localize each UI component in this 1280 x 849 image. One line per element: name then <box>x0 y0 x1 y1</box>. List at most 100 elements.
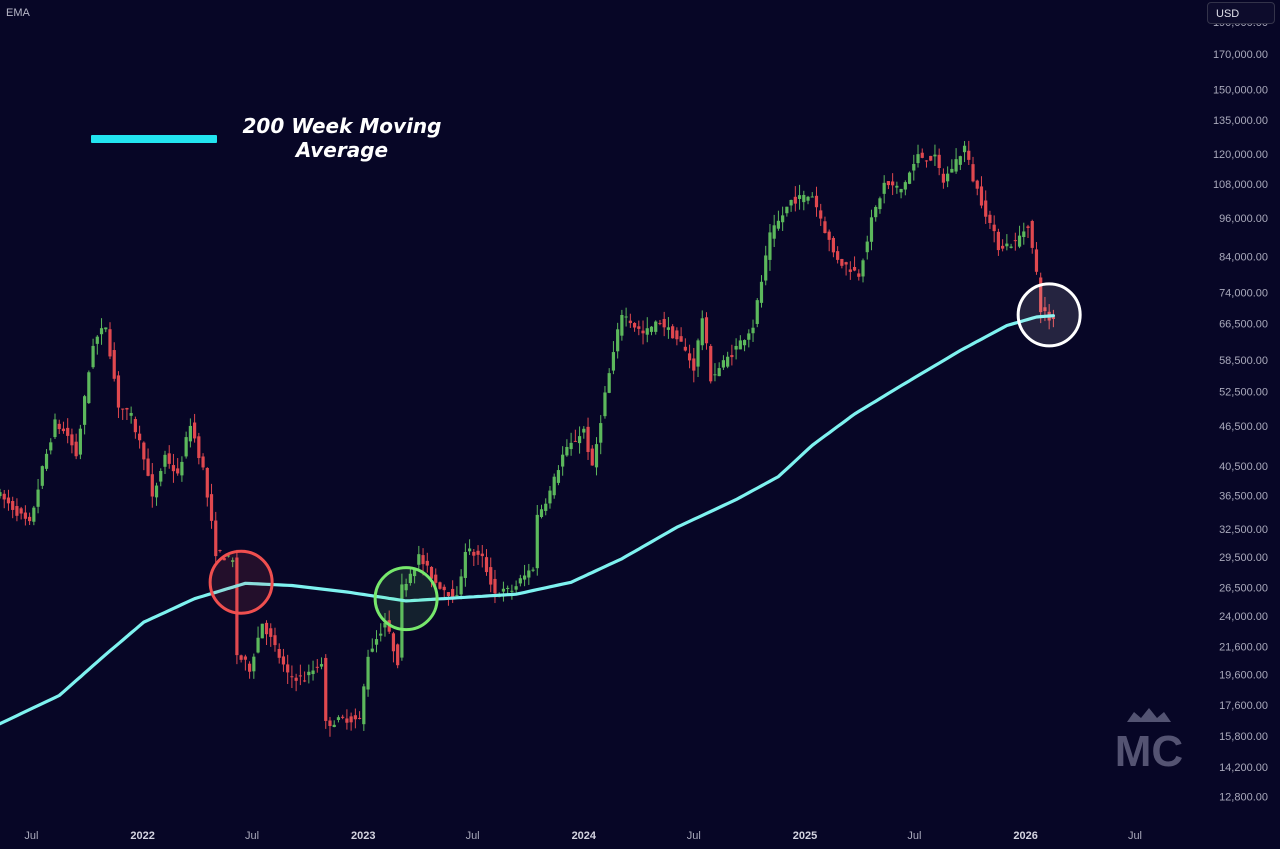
candle-body <box>95 336 99 344</box>
candle-body <box>163 454 167 467</box>
candle <box>903 180 907 196</box>
candle-body <box>23 512 27 519</box>
candle-body <box>709 346 713 382</box>
candle-body <box>637 326 641 329</box>
candle <box>408 568 412 586</box>
candle-body <box>438 582 442 589</box>
candle <box>154 482 159 506</box>
candle <box>36 478 40 514</box>
candle <box>315 659 319 673</box>
candle-body <box>632 322 637 328</box>
candle-body <box>476 550 480 555</box>
x-tick-label: Jul <box>687 830 701 842</box>
candle-body <box>421 555 425 565</box>
candle-body <box>129 412 133 416</box>
candle <box>298 664 302 686</box>
candle <box>273 627 277 652</box>
candle <box>645 317 649 343</box>
candle <box>996 228 1000 256</box>
candle-body <box>836 251 840 260</box>
candle <box>442 584 446 598</box>
candle-body <box>975 180 979 189</box>
candle <box>738 335 742 350</box>
x-tick-label: Jul <box>466 830 480 842</box>
watermark-text: MC <box>1115 727 1183 776</box>
y-tick-label: 19,600.00 <box>1219 669 1268 681</box>
ma-200w-line <box>0 314 1056 726</box>
candle-body <box>1039 277 1043 313</box>
y-tick-label: 120,000.00 <box>1213 149 1268 161</box>
candle <box>603 386 607 419</box>
candle-body <box>1009 246 1013 248</box>
candle-body <box>235 557 239 656</box>
candle <box>281 648 286 672</box>
candle-body <box>273 635 277 646</box>
candle <box>895 181 899 194</box>
candle <box>1017 225 1022 249</box>
candle-body <box>768 232 772 260</box>
candle <box>823 216 827 234</box>
candle <box>40 465 44 489</box>
candle-body <box>535 514 539 569</box>
candle-body <box>404 584 408 591</box>
candle-body <box>616 329 620 352</box>
mc-logo: MC <box>1115 708 1183 776</box>
candle-body <box>878 198 882 210</box>
candle-body <box>133 419 137 433</box>
candle <box>290 665 294 689</box>
candle-body <box>594 444 599 468</box>
candle <box>11 496 15 519</box>
candle-body <box>692 358 696 371</box>
candle <box>717 362 721 377</box>
candle <box>1030 219 1034 254</box>
candle-body <box>831 237 836 253</box>
candle <box>57 419 61 434</box>
candle-body <box>641 330 645 334</box>
candle <box>336 715 341 723</box>
candle-body <box>861 260 865 277</box>
annotation-circle <box>1016 282 1082 348</box>
candle-body <box>721 360 726 368</box>
candle-body <box>886 181 891 186</box>
candle <box>946 166 950 188</box>
candle <box>692 347 696 383</box>
candle-body <box>19 508 23 514</box>
candle-body <box>840 258 844 266</box>
candle-body <box>61 428 66 432</box>
candle <box>49 438 53 455</box>
candle <box>493 569 497 604</box>
candle <box>87 370 91 404</box>
candle-body <box>311 670 315 675</box>
candle <box>15 498 19 522</box>
y-tick-label: 84,000.00 <box>1219 251 1268 263</box>
price-axis[interactable]: 190,000.00170,000.00150,000.00135,000.00… <box>1213 17 1268 804</box>
indicator-label[interactable]: EMA <box>6 7 30 19</box>
candle-body <box>675 330 679 340</box>
candle <box>417 545 421 571</box>
candle <box>797 184 802 210</box>
candle <box>1051 309 1055 328</box>
candle <box>349 712 353 731</box>
candle <box>793 186 797 212</box>
candle-body <box>15 506 19 516</box>
candle <box>188 418 192 448</box>
candle <box>611 341 616 375</box>
candle <box>476 545 480 565</box>
candle <box>920 148 924 159</box>
candle-body <box>882 182 886 194</box>
candle-body <box>49 442 53 451</box>
candle <box>929 155 933 162</box>
candle-body <box>1013 240 1017 242</box>
candle-body <box>941 173 946 183</box>
candle <box>637 320 641 336</box>
currency-button[interactable]: USD <box>1207 2 1275 24</box>
candle <box>785 206 789 217</box>
candle <box>565 439 569 457</box>
candle-body <box>819 210 823 219</box>
candle-body <box>138 433 142 441</box>
time-axis[interactable]: Jul 2022 Jul 2023 Jul 2024 Jul 2025 Jul 2026 Jul <box>24 830 1142 842</box>
candle-body <box>44 453 49 469</box>
candle <box>848 261 852 280</box>
candle <box>176 458 180 476</box>
